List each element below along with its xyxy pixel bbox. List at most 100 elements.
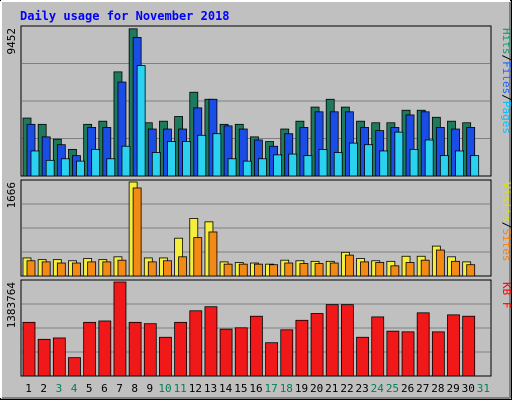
legend-item: Files: [500, 61, 512, 94]
x-tick-label: 9: [147, 382, 154, 395]
bar-pages: [136, 65, 146, 177]
bar-sites: [451, 260, 460, 277]
max-label-visits: 1666: [5, 182, 18, 209]
bar-kb-f: [462, 315, 476, 377]
bar-pages: [167, 141, 176, 177]
bar-kb-f: [401, 331, 415, 377]
x-tick-label: 13: [204, 382, 217, 395]
panel-visits: 1666 Visits/Sites: [5, 179, 512, 277]
bar-sites: [375, 262, 385, 277]
bar-kb-f: [219, 328, 233, 377]
bar-sites: [117, 259, 127, 277]
panel-kbytes: 1383764 KB F: [5, 279, 512, 377]
bar-kb-f: [68, 357, 81, 377]
bar-pages: [242, 160, 252, 177]
bar-pages: [455, 150, 464, 177]
bar-sites: [405, 262, 415, 277]
x-tick-label: 25: [386, 382, 399, 395]
bar-pages: [348, 142, 358, 177]
bar-sites: [178, 256, 188, 277]
x-tick-label: 24: [371, 382, 385, 395]
x-tick-label: 31: [477, 382, 490, 395]
bar-pages: [45, 159, 55, 177]
legend-separator: /: [500, 222, 512, 229]
bar-kb-f: [325, 304, 339, 377]
bar-kb-f: [447, 314, 460, 377]
bar-kb-f: [22, 321, 36, 377]
x-tick-label: 5: [86, 382, 93, 395]
chart-title: Daily usage for November 2018: [20, 9, 230, 23]
bar-kb-f: [295, 319, 309, 377]
bar-kb-f: [174, 321, 188, 377]
bar-kb-f: [371, 316, 385, 377]
max-label-kbytes: 1383764: [5, 282, 18, 329]
x-tick-label: 21: [325, 382, 338, 395]
x-tick-label: 30: [462, 382, 475, 395]
legend-item: Hits: [500, 28, 512, 55]
x-tick-label: 27: [416, 382, 429, 395]
bar-pages: [91, 148, 101, 177]
bar-pages: [60, 158, 70, 177]
bar-sites: [238, 263, 248, 277]
legend-item: Pages: [500, 101, 512, 134]
bar-kb-f: [143, 323, 157, 377]
bar-sites: [284, 262, 294, 277]
x-tick-label: 15: [234, 382, 247, 395]
bar-kb-f: [340, 304, 354, 377]
bar-kb-f: [83, 321, 97, 377]
bar-pages: [379, 150, 389, 177]
bar-pages: [121, 145, 131, 177]
bar-sites: [344, 254, 354, 277]
bar-sites: [163, 260, 172, 277]
bar-kb-f: [113, 281, 127, 377]
bar-sites: [254, 263, 263, 277]
x-tick-label: 6: [101, 382, 108, 395]
bar-pages: [151, 152, 161, 177]
bar-pages: [30, 150, 40, 177]
bar-kb-f: [265, 342, 278, 377]
x-tick-label: 12: [189, 382, 202, 395]
legend-item: KB F: [500, 282, 512, 309]
bar-pages: [424, 139, 434, 177]
x-tick-label: 20: [310, 382, 323, 395]
legend-separator: /: [500, 55, 512, 62]
bar-pages: [227, 158, 237, 177]
x-tick-label: 7: [116, 382, 123, 395]
max-label-hits: 9452: [5, 28, 18, 55]
bar-pages: [394, 131, 404, 177]
bar-sites: [26, 260, 36, 277]
bar-sites: [41, 261, 51, 277]
x-tick-label: 1: [25, 382, 32, 395]
x-tick-label: 10: [158, 382, 171, 395]
x-tick-label: 22: [340, 382, 353, 395]
bar-sites: [132, 187, 142, 277]
bar-sites: [299, 263, 309, 277]
bar-sites: [147, 261, 157, 277]
bar-pages: [288, 153, 298, 177]
bar-kb-f: [280, 329, 294, 377]
bar-sites: [56, 262, 66, 277]
legend-item: Visits: [500, 182, 512, 222]
bar-kb-f: [234, 327, 248, 377]
bar-pages: [182, 141, 192, 177]
x-tick-label: 26: [401, 382, 414, 395]
bar-sites: [390, 265, 400, 277]
bar-pages: [409, 148, 419, 177]
legend-item: Sites: [500, 228, 512, 261]
x-tick-label: 23: [356, 382, 369, 395]
x-tick-label: 8: [131, 382, 138, 395]
bar-pages: [318, 148, 328, 177]
bar-pages: [76, 160, 85, 177]
bar-kb-f: [128, 321, 142, 377]
bar-kb-f: [356, 336, 369, 377]
bar-pages: [364, 144, 373, 177]
bar-sites: [87, 261, 97, 277]
x-tick-label: 11: [174, 382, 187, 395]
bar-pages: [303, 155, 313, 177]
bar-sites: [420, 259, 430, 277]
bar-sites: [435, 249, 445, 277]
bar-pages: [333, 152, 343, 177]
bar-sites: [466, 264, 476, 277]
